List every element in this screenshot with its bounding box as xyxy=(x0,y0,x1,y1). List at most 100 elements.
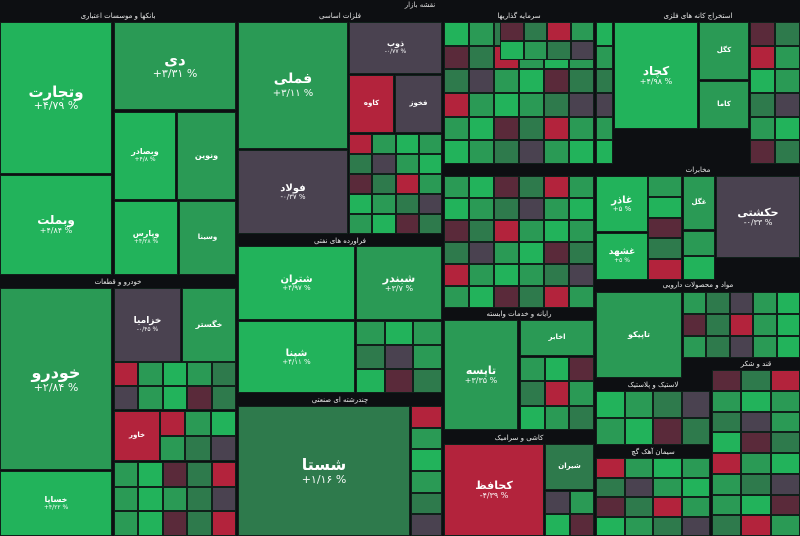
treemap-tile[interactable] xyxy=(494,198,519,220)
treemap-tile[interactable] xyxy=(114,511,139,536)
treemap-tile[interactable] xyxy=(741,432,771,453)
treemap-tile[interactable] xyxy=(683,292,707,314)
treemap-tile[interactable]: فخوز xyxy=(395,75,442,133)
treemap-tile[interactable] xyxy=(624,497,653,517)
treemap-tile[interactable] xyxy=(712,473,742,495)
treemap-tile[interactable]: خزامیا -۰/۴۵ % xyxy=(114,288,181,362)
treemap-tile[interactable] xyxy=(648,176,682,197)
treemap-tile[interactable] xyxy=(750,69,775,93)
treemap-tile[interactable] xyxy=(138,386,163,410)
treemap-tile[interactable] xyxy=(569,116,594,141)
treemap-tile[interactable]: شبندر +۳/۷ % xyxy=(356,246,442,320)
treemap-tile[interactable] xyxy=(712,453,742,474)
treemap-tile[interactable] xyxy=(187,486,212,512)
treemap-tile[interactable] xyxy=(523,41,547,60)
treemap-tile[interactable] xyxy=(544,286,569,308)
treemap-tile[interactable] xyxy=(596,477,625,497)
treemap-tile[interactable] xyxy=(775,93,800,117)
treemap-tile[interactable] xyxy=(648,238,682,260)
treemap-tile[interactable] xyxy=(544,116,569,141)
treemap-tile[interactable] xyxy=(750,93,775,117)
treemap-tile[interactable] xyxy=(500,41,524,60)
treemap-tile[interactable] xyxy=(596,497,625,517)
treemap-tile[interactable] xyxy=(741,411,771,433)
treemap-tile[interactable] xyxy=(444,198,469,220)
treemap-tile[interactable] xyxy=(729,292,754,314)
treemap-tile[interactable] xyxy=(569,405,594,430)
treemap-tile[interactable] xyxy=(750,140,775,164)
treemap-tile[interactable] xyxy=(411,406,442,428)
treemap-tile[interactable] xyxy=(712,411,742,433)
treemap-tile[interactable] xyxy=(384,345,414,369)
treemap-tile[interactable] xyxy=(750,116,775,141)
treemap-tile[interactable] xyxy=(569,93,594,117)
treemap-tile[interactable] xyxy=(775,116,800,141)
treemap-tile[interactable] xyxy=(211,462,236,487)
treemap-tile[interactable] xyxy=(349,174,373,194)
treemap-tile[interactable] xyxy=(494,264,519,286)
treemap-tile[interactable] xyxy=(520,357,545,382)
treemap-tile[interactable] xyxy=(519,140,544,164)
treemap-tile[interactable] xyxy=(469,242,494,264)
treemap-tile[interactable] xyxy=(444,69,469,93)
treemap-tile[interactable]: کچاد +۴/۹۸ % xyxy=(614,22,698,129)
treemap-tile[interactable] xyxy=(187,462,212,487)
treemap-tile[interactable] xyxy=(372,154,396,174)
treemap-tile[interactable] xyxy=(683,314,707,336)
treemap-tile[interactable] xyxy=(569,491,594,514)
treemap-tile[interactable] xyxy=(741,390,771,412)
treemap-tile[interactable] xyxy=(596,140,613,164)
treemap-tile[interactable] xyxy=(770,411,800,433)
treemap-tile[interactable] xyxy=(114,462,139,487)
treemap-tile[interactable] xyxy=(648,196,682,218)
treemap-tile[interactable] xyxy=(469,176,494,198)
treemap-tile[interactable] xyxy=(653,477,682,497)
treemap-tile[interactable] xyxy=(349,194,373,214)
treemap-tile[interactable] xyxy=(469,264,494,286)
treemap-tile[interactable] xyxy=(187,386,212,410)
treemap-tile[interactable] xyxy=(469,116,494,141)
treemap-tile[interactable]: کاوه xyxy=(349,75,394,133)
treemap-tile[interactable] xyxy=(712,515,742,536)
treemap-tile[interactable] xyxy=(444,140,469,164)
treemap-tile[interactable] xyxy=(210,411,236,436)
treemap-tile[interactable]: اخابر xyxy=(520,320,594,356)
treemap-tile[interactable]: تاپیکو xyxy=(596,292,682,378)
treemap-tile[interactable] xyxy=(776,314,800,336)
treemap-tile[interactable] xyxy=(444,93,469,117)
treemap-tile[interactable] xyxy=(372,194,396,214)
treemap-tile[interactable] xyxy=(770,453,800,474)
treemap-tile[interactable] xyxy=(770,494,800,516)
treemap-tile[interactable] xyxy=(519,93,544,117)
treemap-tile[interactable] xyxy=(770,370,800,391)
treemap-tile[interactable] xyxy=(544,198,569,220)
treemap-tile[interactable] xyxy=(395,214,419,234)
treemap-tile[interactable] xyxy=(712,494,742,516)
treemap-tile[interactable] xyxy=(210,436,236,461)
treemap-tile[interactable] xyxy=(444,176,469,198)
treemap-tile[interactable] xyxy=(494,93,519,117)
treemap-tile[interactable] xyxy=(494,140,519,164)
treemap-tile[interactable] xyxy=(545,491,570,514)
treemap-tile[interactable] xyxy=(162,462,188,487)
treemap-tile[interactable] xyxy=(160,411,186,436)
treemap-tile[interactable] xyxy=(114,362,139,386)
treemap-tile[interactable] xyxy=(741,473,771,495)
treemap-tile[interactable]: ذوب -۰/۷۷ % xyxy=(349,22,442,74)
treemap-tile[interactable] xyxy=(683,336,707,358)
treemap-tile[interactable] xyxy=(648,217,682,239)
treemap-tile[interactable] xyxy=(729,336,754,358)
treemap-tile[interactable]: فملی +۳/۱۱ % xyxy=(238,22,348,149)
treemap-tile[interactable] xyxy=(544,220,569,242)
treemap-tile[interactable] xyxy=(114,486,139,512)
treemap-tile[interactable] xyxy=(569,381,594,406)
treemap-tile[interactable] xyxy=(624,477,653,497)
treemap-tile[interactable]: غشهد +۵ % xyxy=(596,233,648,280)
treemap-tile[interactable] xyxy=(596,418,625,445)
treemap-tile[interactable] xyxy=(569,198,594,220)
treemap-tile[interactable] xyxy=(349,214,373,234)
treemap-tile[interactable] xyxy=(162,386,188,410)
treemap-tile[interactable] xyxy=(395,194,419,214)
treemap-tile[interactable] xyxy=(681,477,710,497)
treemap-tile[interactable]: وبصادر +۴/۸ % xyxy=(114,112,176,200)
